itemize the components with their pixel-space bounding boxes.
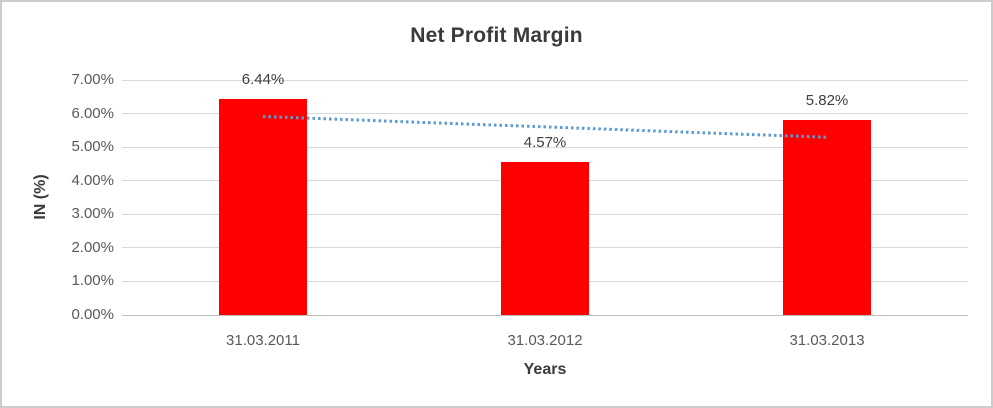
y-tick-label: 4.00% bbox=[71, 171, 114, 189]
bar-31.03.2013[interactable] bbox=[783, 119, 871, 315]
bar-31.03.2011[interactable] bbox=[219, 98, 307, 315]
y-tick-label: 2.00% bbox=[71, 238, 114, 256]
plot-area: 6.44% 31.03.2011 4.57% 31.03.2012 5.82% 31.03… bbox=[122, 71, 968, 349]
x-axis-line bbox=[122, 314, 968, 316]
gridline bbox=[122, 113, 968, 115]
gridline bbox=[122, 146, 968, 148]
y-tick-label: 3.00% bbox=[71, 205, 114, 223]
bar-31.03.2012[interactable] bbox=[501, 161, 589, 315]
y-tick-label: 7.00% bbox=[71, 71, 114, 88]
x-tick-label: 31.03.2013 bbox=[789, 332, 865, 349]
x-tick-label: 31.03.2011 bbox=[226, 332, 300, 349]
x-axis-title: Years bbox=[523, 361, 567, 378]
y-tick-label: 1.00% bbox=[71, 272, 114, 290]
y-tick-label: 6.00% bbox=[71, 104, 114, 122]
chart-title: Net Profit Margin bbox=[410, 24, 583, 47]
y-tick-label: 0.00% bbox=[71, 306, 114, 323]
data-label: 5.82% bbox=[805, 91, 849, 109]
x-tick-label: 31.03.2012 bbox=[507, 332, 583, 349]
data-label: 6.44% bbox=[241, 70, 285, 88]
gridline bbox=[122, 79, 968, 81]
data-label: 4.57% bbox=[523, 133, 567, 151]
y-tick-label: 5.00% bbox=[71, 138, 114, 156]
